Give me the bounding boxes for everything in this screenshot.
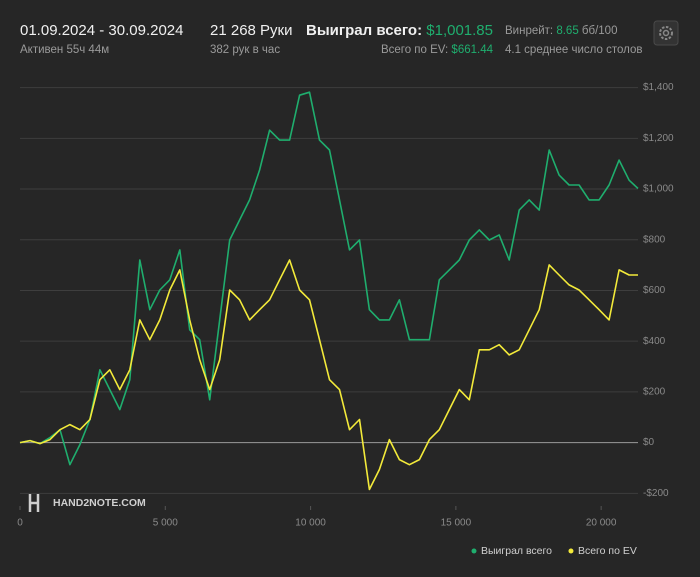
- y-tick-label: $400: [643, 336, 666, 347]
- y-tick-label: $800: [643, 234, 666, 245]
- hands-per-hour: 382 рук в час: [210, 44, 280, 56]
- x-tick-label: 5 000: [153, 518, 178, 529]
- y-tick-label: $0: [643, 437, 655, 448]
- x-tick-label: 15 000: [441, 518, 472, 529]
- gear-hub[interactable]: [662, 29, 670, 37]
- x-tick-label: 20 000: [586, 518, 617, 529]
- winrate-unit: бб/100: [582, 25, 618, 37]
- ev-value: $661.44: [451, 44, 493, 56]
- settings-box[interactable]: [653, 20, 679, 46]
- x-tick-label: 10 000: [295, 518, 326, 529]
- winrate: Винрейт: 8.65 бб/100: [505, 25, 617, 37]
- logo: HAND2NOTE.COM: [20, 87, 638, 512]
- won-label: Выиграл всего:: [306, 22, 422, 39]
- won-value: $1,001.85: [426, 22, 493, 39]
- y-tick-label: $1,200: [643, 133, 674, 144]
- legend-marker: [471, 548, 477, 554]
- y-tick-label: $1,000: [643, 184, 674, 195]
- active-time: Активен 55ч 44м: [20, 44, 109, 56]
- settings-button[interactable]: [653, 20, 679, 46]
- avg-tables: 4.1 среднее число столов: [505, 44, 643, 56]
- series-line: [19, 91, 639, 466]
- legend-label: Всего по EV: [578, 545, 637, 557]
- y-tick-label: $1,400: [643, 82, 674, 93]
- winrate-label: Винрейт:: [505, 25, 553, 37]
- hands: 21 268 Руки: [210, 22, 293, 39]
- y-tick-label: -$200: [643, 488, 669, 499]
- gear-teeth[interactable]: [659, 26, 673, 40]
- y-tick-label: $200: [643, 387, 666, 398]
- legend-marker: [568, 548, 574, 554]
- ev-label: Всего по EV:: [381, 44, 448, 56]
- logo-text: HAND2NOTE.COM: [53, 497, 146, 509]
- logo-icon: [28, 494, 40, 512]
- won-total: Выиграл всего: $1,001.85: [306, 22, 493, 39]
- series-line: [19, 259, 638, 491]
- x-tick-label: 0: [17, 518, 23, 529]
- ev-total: Всего по EV: $661.44: [381, 44, 494, 56]
- legend-label: Выиграл всего: [481, 545, 552, 557]
- winrate-value: 8.65: [556, 25, 578, 37]
- date-range: 01.09.2024 - 30.09.2024: [20, 22, 183, 39]
- y-tick-label: $600: [643, 285, 666, 296]
